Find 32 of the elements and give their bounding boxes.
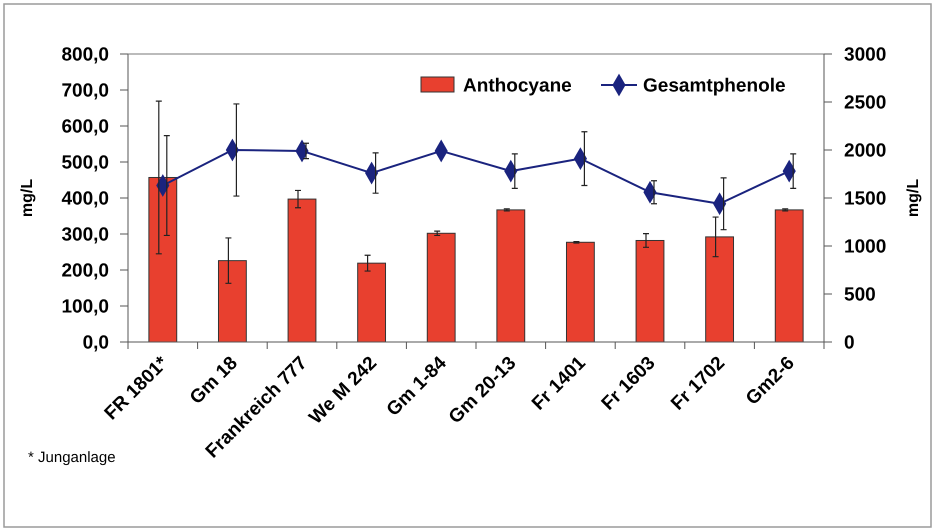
y-tick-label: 400,0 xyxy=(61,188,109,210)
bar xyxy=(148,176,178,342)
y2-tick-label: 1500 xyxy=(844,188,886,210)
y2-tick-label: 500 xyxy=(844,284,876,306)
y2-tick-label: 3000 xyxy=(844,44,886,66)
legend-label: Gesamtphenole xyxy=(643,76,786,97)
y-tick-label: 800,0 xyxy=(61,44,109,66)
bar xyxy=(705,236,734,342)
y2-tick-label: 2000 xyxy=(844,140,886,162)
bar xyxy=(496,209,526,342)
y-tick-label: 100,0 xyxy=(61,296,109,318)
y-axis-title: mg/L xyxy=(19,178,36,218)
y2-tick-label: 2500 xyxy=(844,92,886,114)
y-tick-label: 300,0 xyxy=(61,224,109,246)
bar xyxy=(566,242,595,342)
text: * Junganlage xyxy=(28,449,116,466)
y-tick-label: 600,0 xyxy=(61,116,109,138)
y-tick-label: 700,0 xyxy=(61,80,109,102)
legend-label: Anthocyane xyxy=(463,76,572,97)
y2-tick-label: 1000 xyxy=(844,236,886,258)
bar xyxy=(357,262,386,342)
y-tick-label: 0,0 xyxy=(82,332,109,354)
bar xyxy=(288,198,316,342)
y2-axis-title: mg/L xyxy=(905,178,922,218)
bar xyxy=(774,209,804,342)
x-tick-label: We M 242 xyxy=(305,352,382,429)
bar xyxy=(426,232,456,342)
y2-tick-label: 0 xyxy=(844,332,855,354)
y-tick-label: 500,0 xyxy=(61,152,109,174)
bar xyxy=(636,240,664,342)
y-tick-label: 200,0 xyxy=(61,260,109,282)
bar xyxy=(218,260,247,342)
